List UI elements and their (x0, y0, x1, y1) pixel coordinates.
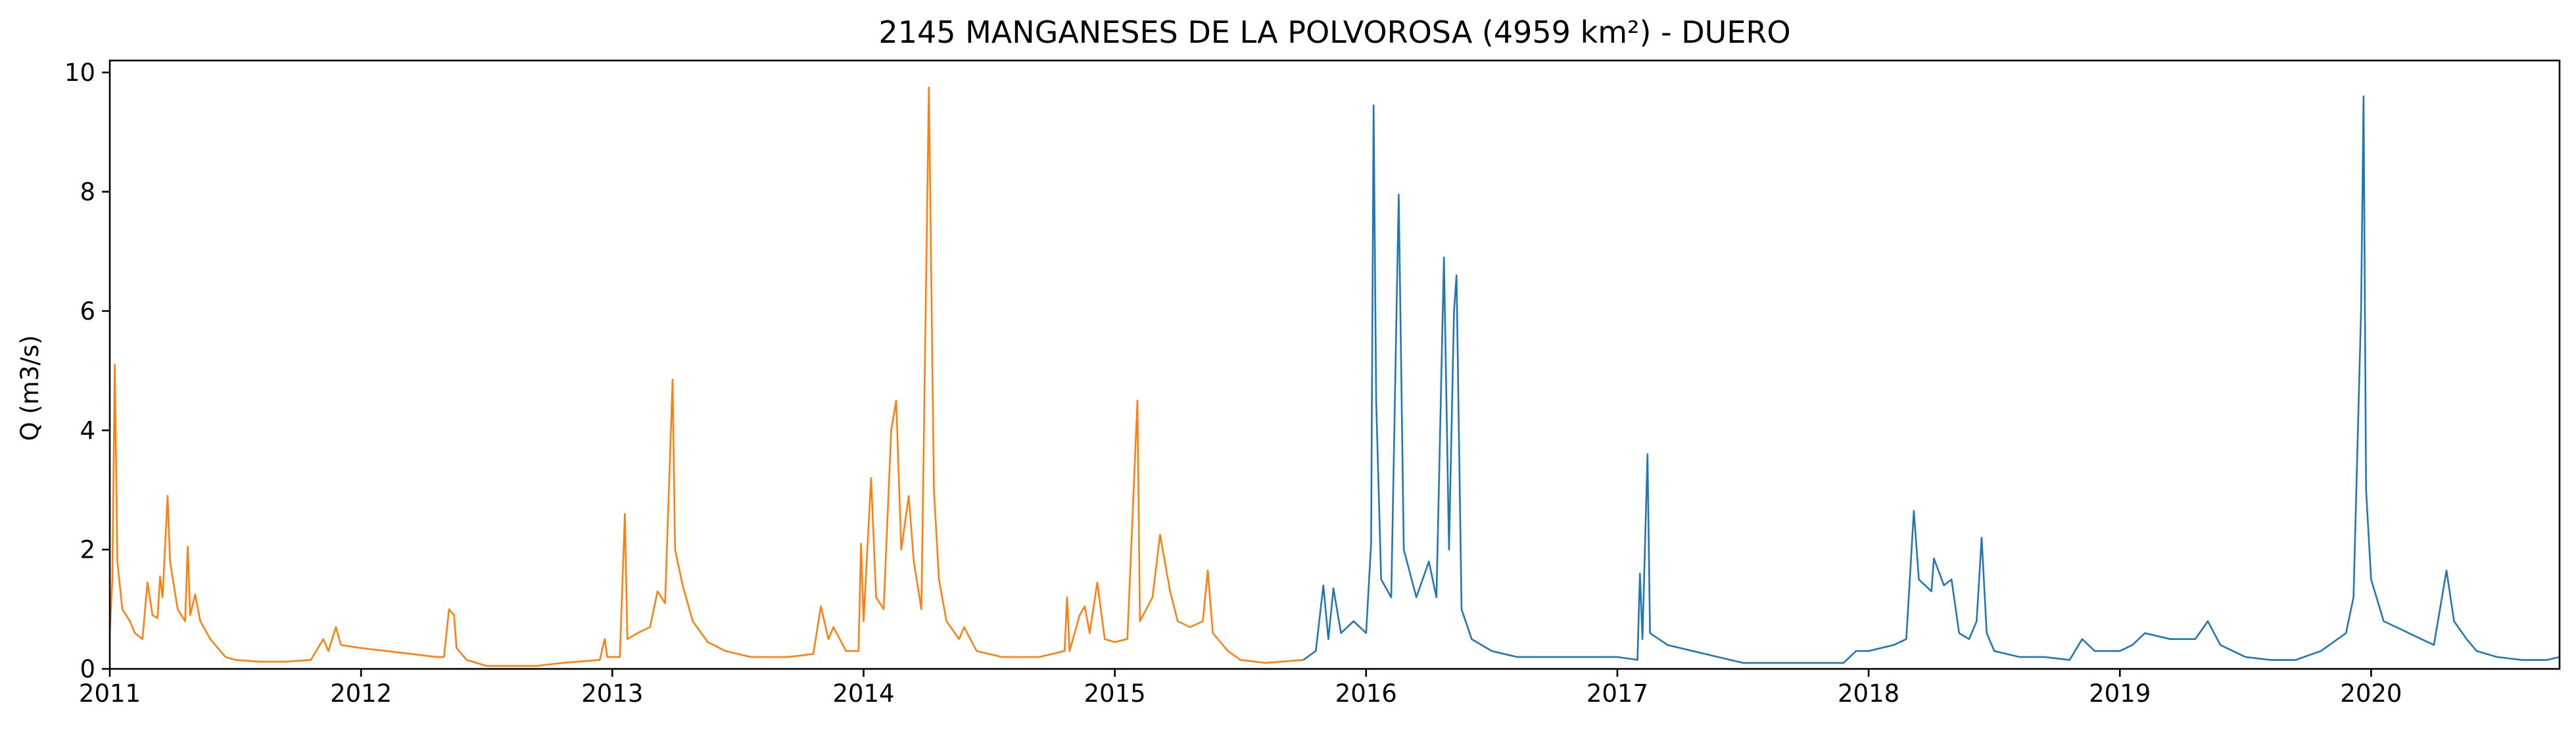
y-tick-label: 4 (80, 416, 95, 445)
y-tick-label: 2 (80, 536, 95, 564)
y-axis-label: Q (m3/s) (16, 335, 44, 441)
series-layer (108, 86, 2560, 667)
x-tick-label: 2015 (1084, 679, 1146, 708)
y-tick-label: 0 (80, 655, 95, 683)
x-tick-label: 2011 (79, 679, 141, 708)
x-tick-label: 2017 (1586, 679, 1648, 708)
y-tick-label: 6 (80, 297, 95, 326)
x-tick-label: 2016 (1335, 679, 1397, 708)
x-tick-label: 2018 (1838, 679, 1899, 708)
y-tick-label: 8 (80, 178, 95, 207)
series-line-1 (108, 86, 1304, 667)
chart-title: 2145 MANGANESES DE LA POLVOROSA (4959 km… (878, 14, 1790, 50)
x-tick-label: 2019 (2089, 679, 2151, 708)
x-tick-label: 2013 (581, 679, 643, 708)
ticks-layer: 2011 2012 2013 2014 2015 2016 2017 2018 2019 2020… (64, 59, 2402, 708)
y-tick-label: 10 (64, 59, 95, 87)
x-tick-label: 2014 (832, 679, 894, 708)
plot-frame (108, 59, 2561, 670)
series-line-2 (1302, 95, 2560, 664)
x-tick-label: 2020 (2340, 679, 2402, 708)
x-tick-label: 2012 (330, 679, 392, 708)
